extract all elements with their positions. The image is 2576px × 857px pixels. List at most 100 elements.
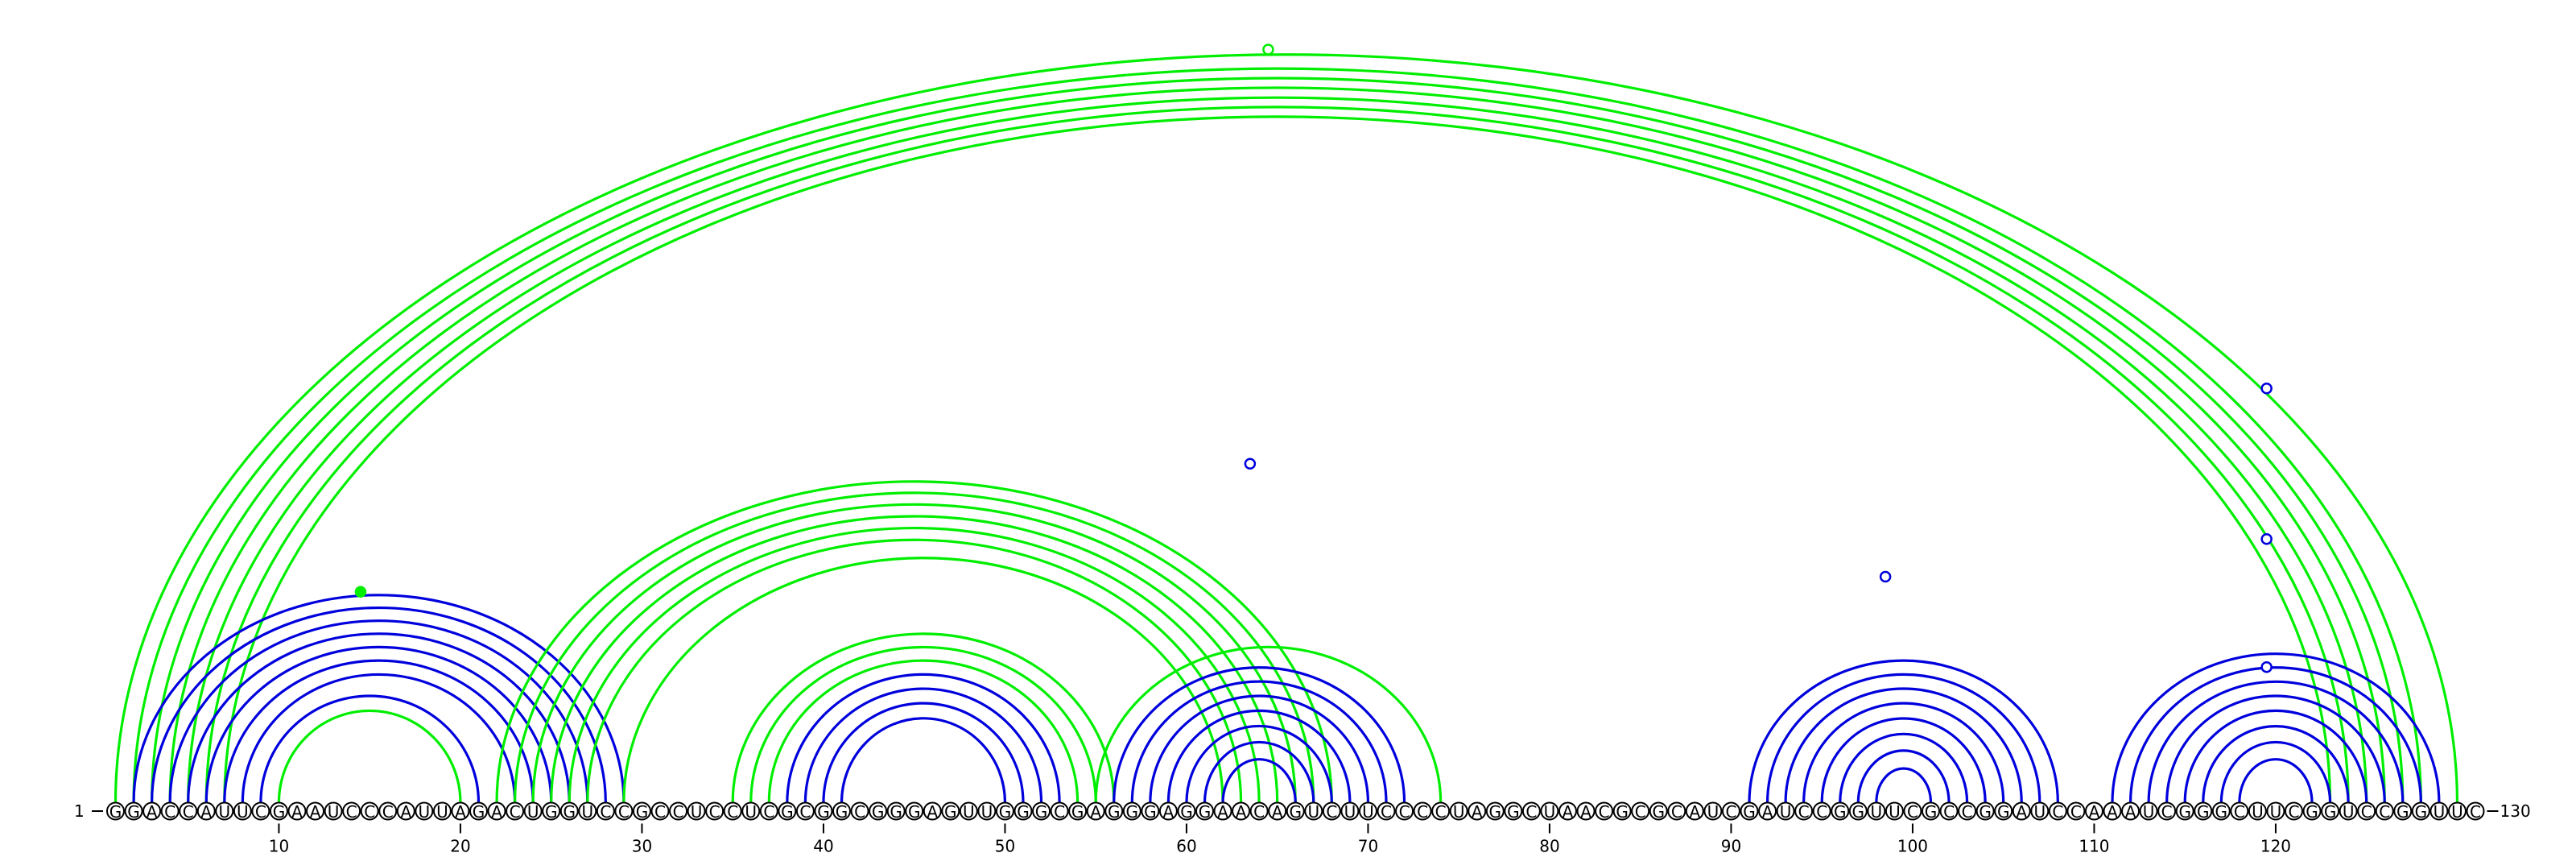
arc-blue-97-102 — [1858, 751, 1949, 803]
base-letter-45: G — [908, 802, 921, 822]
base-letter-113: U — [2143, 802, 2155, 822]
base-letter-96: G — [1834, 802, 1847, 822]
base-letter-29: C — [618, 802, 630, 822]
arc-blue-92-107 — [1768, 674, 2040, 802]
base-letter-48: U — [963, 802, 975, 822]
base-letter-14: C — [346, 802, 357, 822]
base-letter-101: G — [1925, 802, 1938, 822]
base-letter-24: U — [527, 802, 539, 822]
arc-green-10-20 — [279, 710, 460, 802]
base-letter-3: A — [147, 802, 158, 822]
base-letter-108: C — [2052, 802, 2063, 822]
tick-label-120: 120 — [2260, 837, 2291, 856]
base-letter-51: G — [1017, 802, 1030, 822]
base-letter-100: C — [1907, 802, 1918, 822]
tick-label-70: 70 — [1358, 837, 1378, 856]
base-letter-125: C — [2361, 802, 2372, 822]
arc-blue-41-50 — [842, 718, 1005, 803]
base-letter-98: U — [1871, 802, 1883, 822]
base-letter-9: C — [255, 802, 266, 822]
blue-arc-marker-6 — [2262, 534, 2272, 544]
arc-blue-115-125 — [2185, 710, 2367, 802]
green-arc-marker-1 — [1263, 45, 1273, 55]
base-letter-97: G — [1852, 802, 1865, 822]
start-index-label: 1 — [74, 801, 85, 821]
base-letter-99: U — [1889, 802, 1901, 822]
arc-blue-91-108 — [1749, 660, 2058, 802]
base-letter-53: C — [1054, 802, 1065, 822]
base-letter-126: C — [2379, 802, 2390, 822]
base-letter-13: U — [328, 802, 340, 822]
base-letter-118: C — [2234, 802, 2245, 822]
base-letter-124: U — [2343, 802, 2355, 822]
base-letter-112: A — [2125, 802, 2136, 822]
base-letter-128: G — [2415, 802, 2428, 822]
base-letter-23: C — [510, 802, 521, 822]
base-letter-30: G — [636, 802, 649, 822]
base-letter-28: C — [600, 802, 611, 822]
base-letter-59: A — [1163, 802, 1174, 822]
base-letter-47: G — [944, 802, 957, 822]
base-letter-10: G — [273, 802, 286, 822]
base-letter-20: A — [455, 802, 466, 822]
arc-green-3-127 — [152, 78, 2403, 802]
position-ticks: 10 20 30 40 50 60 70 80 90 100 110 120 — [269, 824, 2291, 856]
end-index-label: 130 — [2500, 801, 2531, 821]
tick-label-20: 20 — [450, 837, 470, 856]
base-letter-41: G — [836, 802, 848, 822]
arc-blue-112-128 — [2131, 668, 2421, 803]
arc-blue-118-122 — [2240, 760, 2312, 803]
base-letter-80: U — [1544, 802, 1556, 822]
base-letter-49: U — [981, 802, 993, 822]
base-letter-119: U — [2252, 802, 2264, 822]
base-letter-36: U — [745, 802, 757, 822]
base-letter-11: A — [291, 802, 303, 822]
base-letter-66: G — [1290, 802, 1302, 822]
base-letter-71: C — [1381, 802, 1392, 822]
base-letter-56: G — [1108, 802, 1121, 822]
base-letter-22: A — [491, 802, 502, 822]
base-letter-117: G — [2215, 802, 2228, 822]
tick-label-110: 110 — [2079, 837, 2109, 856]
base-letter-18: U — [419, 802, 431, 822]
base-letter-40: G — [817, 802, 830, 822]
base-letter-75: U — [1453, 802, 1465, 822]
base-letter-109: C — [2070, 802, 2082, 822]
base-letter-87: C — [1671, 802, 1682, 822]
base-letter-26: G — [564, 802, 576, 822]
base-letter-44: G — [890, 802, 902, 822]
base-letter-76: A — [1472, 802, 1483, 822]
base-letter-74: C — [1435, 802, 1447, 822]
base-letter-21: G — [473, 802, 485, 822]
base-letter-131: C — [2470, 802, 2481, 822]
base-letter-111: A — [2107, 802, 2118, 822]
tick-label-90: 90 — [1721, 837, 1741, 856]
base-letter-102: C — [1943, 802, 1955, 822]
tick-label-100: 100 — [1897, 837, 1928, 856]
tick-label-10: 10 — [269, 837, 289, 856]
base-letter-93: U — [1780, 802, 1792, 822]
arc-blue-95-104 — [1822, 718, 1985, 803]
arc-blue-38-53 — [787, 674, 1059, 802]
blue-arc-marker-4 — [1880, 572, 1890, 582]
base-letter-6: A — [200, 802, 212, 822]
base-letter-60: G — [1180, 802, 1193, 822]
base-letter-37: C — [763, 802, 774, 822]
base-letter-4: C — [164, 802, 175, 822]
base-letter-116: G — [2197, 802, 2210, 822]
tick-label-80: 80 — [1539, 837, 1559, 856]
base-letter-50: G — [999, 802, 1012, 822]
base-letter-120: U — [2270, 802, 2282, 822]
arc-green-26-64 — [569, 528, 1259, 803]
base-letter-89: U — [1707, 802, 1719, 822]
tick-label-30: 30 — [632, 837, 652, 856]
base-letter-19: U — [436, 802, 448, 822]
arc-green-22-68 — [497, 482, 1331, 803]
base-letter-15: C — [364, 802, 375, 822]
base-letter-7: U — [218, 802, 230, 822]
base-letter-110: A — [2089, 802, 2100, 822]
base-letter-61: G — [1199, 802, 1212, 822]
base-letter-123: G — [2324, 802, 2337, 822]
